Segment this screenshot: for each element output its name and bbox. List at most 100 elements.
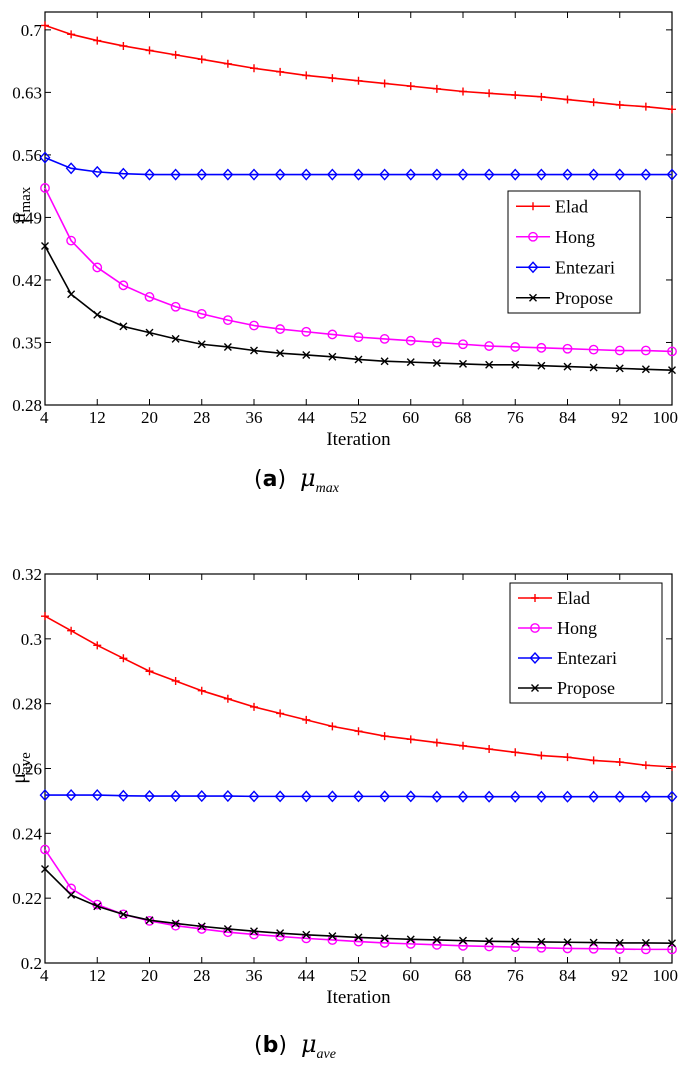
data-point xyxy=(276,349,285,358)
data-point xyxy=(562,790,573,803)
data-point xyxy=(93,902,102,911)
data-point xyxy=(65,162,77,175)
x-tick-label: 68 xyxy=(455,408,472,427)
data-point xyxy=(171,676,180,685)
series-elad xyxy=(41,21,676,114)
legend-swatch-marker xyxy=(527,261,539,274)
data-point xyxy=(537,92,546,101)
y-tick-label: 0.32 xyxy=(12,565,42,584)
x-tick-label: 76 xyxy=(507,966,524,985)
data-point xyxy=(118,280,129,291)
data-point xyxy=(458,339,468,350)
data-point xyxy=(145,328,154,337)
x-tick-label: 36 xyxy=(246,966,263,985)
data-point xyxy=(379,790,391,803)
y-tick-label: 0.35 xyxy=(12,333,42,352)
data-point xyxy=(405,335,416,346)
data-point xyxy=(328,74,337,83)
data-point xyxy=(93,36,102,45)
data-point xyxy=(353,168,364,181)
data-point xyxy=(614,790,626,803)
data-point xyxy=(640,790,652,803)
data-point xyxy=(196,308,207,319)
chart-panel-b: 4 12 20 28 36 44 52 60 68 76 84 92 100 0.2 0.22 0.24 0.2… xyxy=(8,565,678,1062)
data-point xyxy=(432,935,441,944)
data-point xyxy=(406,935,415,944)
y-tick-label: 0.2 xyxy=(21,954,42,973)
data-point xyxy=(222,168,234,181)
data-point xyxy=(457,790,469,803)
y-axis-label: μmax xyxy=(8,186,34,223)
data-point xyxy=(640,168,652,181)
data-point xyxy=(39,151,51,164)
data-point xyxy=(248,790,260,803)
x-tick-label: 36 xyxy=(246,408,263,427)
data-point xyxy=(536,342,547,353)
data-point xyxy=(328,352,337,361)
data-point xyxy=(510,342,521,352)
data-point xyxy=(39,789,51,802)
data-point xyxy=(92,262,103,273)
x-tick-label: 92 xyxy=(611,408,628,427)
x-tick-label: 84 xyxy=(559,966,577,985)
data-point xyxy=(485,745,494,754)
data-point xyxy=(509,790,521,803)
data-point xyxy=(563,95,572,104)
data-point xyxy=(459,741,467,750)
data-point xyxy=(276,709,285,718)
data-point xyxy=(588,168,600,181)
data-point xyxy=(535,168,547,181)
data-point xyxy=(41,242,49,251)
data-point xyxy=(511,91,520,100)
data-point xyxy=(380,79,389,88)
data-point xyxy=(563,753,572,762)
data-point xyxy=(41,612,49,621)
data-point xyxy=(222,315,233,326)
x-tick-label: 84 xyxy=(559,408,577,427)
data-point xyxy=(562,343,573,354)
data-point xyxy=(170,168,182,181)
data-point xyxy=(300,168,312,181)
legend-label: Propose xyxy=(555,288,613,308)
data-point xyxy=(354,727,363,736)
data-point xyxy=(302,71,311,80)
data-point xyxy=(144,168,155,181)
data-point xyxy=(326,168,338,181)
data-point xyxy=(457,168,469,181)
data-point xyxy=(274,168,286,181)
data-point xyxy=(117,789,129,802)
data-point xyxy=(275,324,286,334)
y-tick-label: 0.3 xyxy=(21,630,42,649)
data-point xyxy=(511,748,520,757)
data-point xyxy=(535,790,547,803)
data-point xyxy=(197,340,206,349)
x-tick-label: 44 xyxy=(298,966,316,985)
legend: Elad Hong Entezari Propose xyxy=(507,190,641,314)
data-point xyxy=(510,942,521,953)
x-tick-label: 60 xyxy=(402,966,419,985)
data-point xyxy=(250,346,258,355)
data-point xyxy=(405,790,417,803)
data-point xyxy=(589,363,598,372)
data-point xyxy=(41,864,49,873)
data-point xyxy=(379,334,390,344)
data-point xyxy=(93,641,102,650)
legend-box xyxy=(509,582,663,704)
data-point xyxy=(668,366,676,375)
legend-swatch-marker xyxy=(531,684,539,692)
y-tick-label: 0.22 xyxy=(12,889,42,908)
data-point xyxy=(485,89,494,98)
legend-box xyxy=(507,190,641,314)
legend-label: Entezari xyxy=(557,648,617,668)
data-point xyxy=(197,686,206,695)
data-point xyxy=(301,326,312,337)
data-point xyxy=(170,790,182,803)
data-point xyxy=(91,789,103,802)
data-point xyxy=(380,732,389,741)
data-point xyxy=(459,359,467,368)
data-point xyxy=(145,46,154,55)
data-point xyxy=(118,909,129,920)
legend-swatch-marker xyxy=(528,231,538,242)
legend-swatch-marker xyxy=(529,651,541,665)
data-point xyxy=(431,168,443,181)
